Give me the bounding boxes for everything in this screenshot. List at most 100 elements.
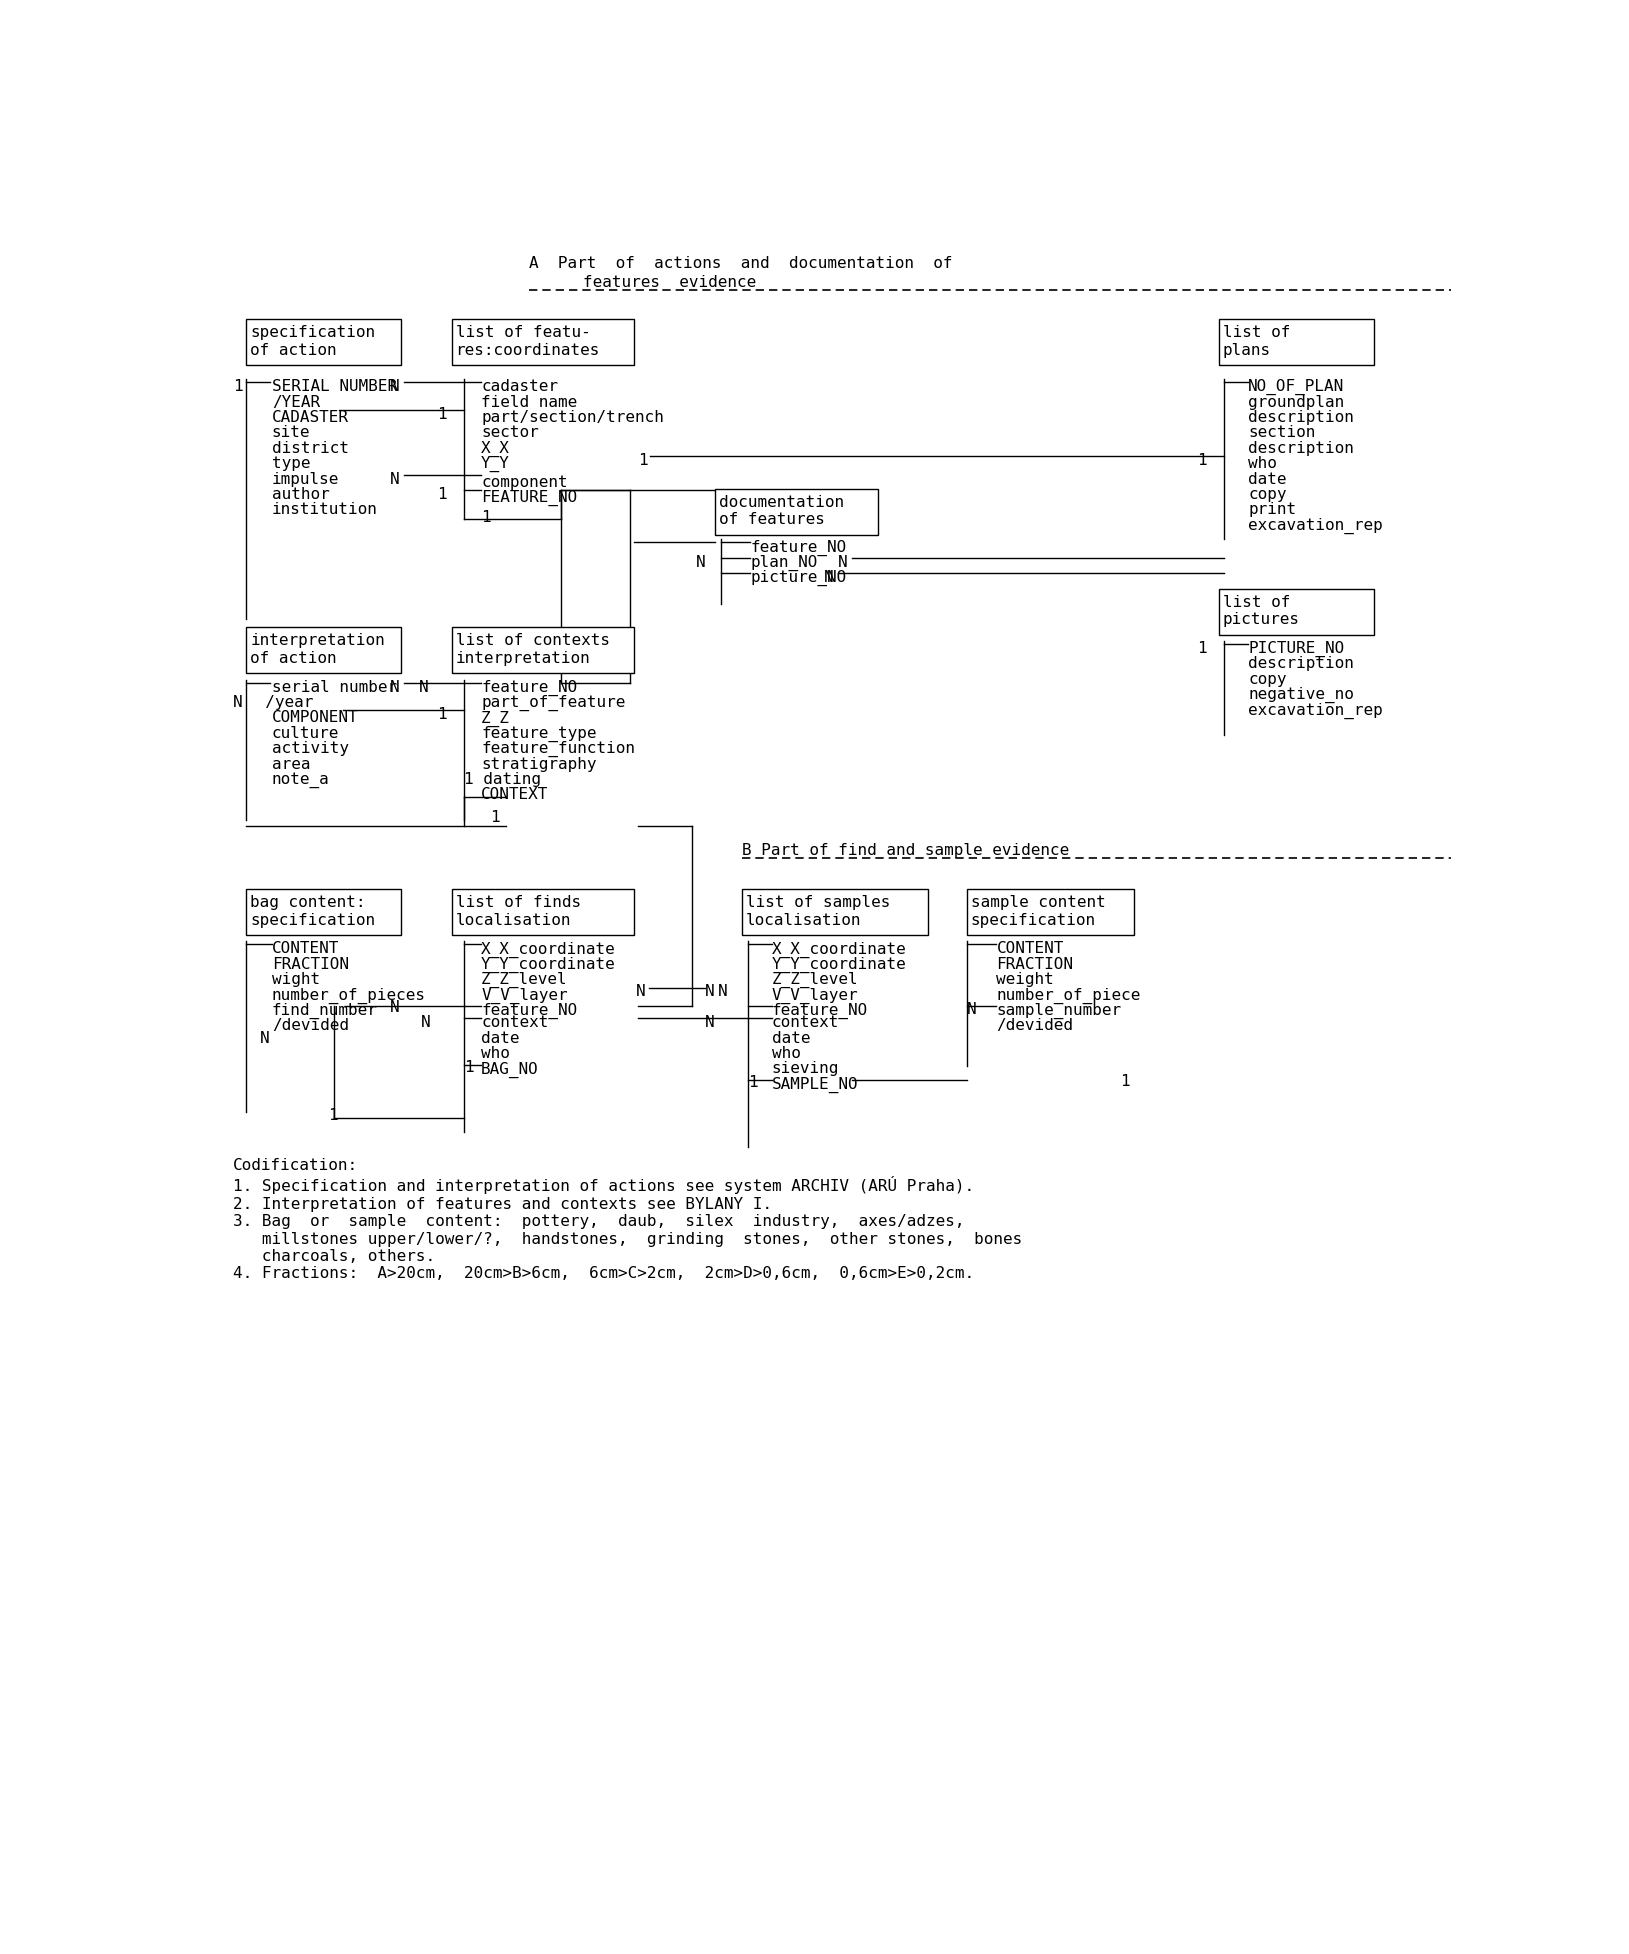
Text: A  Part  of  actions  and  documentation  of: A Part of actions and documentation of bbox=[529, 256, 953, 272]
Text: weight: weight bbox=[997, 973, 1054, 987]
Text: district: district bbox=[272, 442, 349, 455]
Text: 1: 1 bbox=[1197, 453, 1207, 469]
Text: N: N bbox=[420, 1016, 430, 1030]
Text: N: N bbox=[389, 379, 399, 395]
Text: copy: copy bbox=[1248, 487, 1287, 502]
Text: date: date bbox=[772, 1030, 810, 1045]
Text: PICTURE_NO: PICTURE_NO bbox=[1248, 641, 1344, 657]
Text: sector: sector bbox=[481, 426, 539, 440]
Bar bbox=[1218, 319, 1373, 365]
Text: list of finds
localisation: list of finds localisation bbox=[456, 895, 580, 928]
Text: serial number: serial number bbox=[272, 680, 397, 694]
Text: sieving: sieving bbox=[772, 1061, 839, 1077]
Text: X_X_coordinate: X_X_coordinate bbox=[481, 942, 616, 957]
Text: date: date bbox=[1248, 471, 1287, 487]
Text: activity: activity bbox=[272, 741, 349, 756]
Text: N: N bbox=[705, 985, 715, 998]
Text: X_X: X_X bbox=[481, 442, 510, 457]
Text: features  evidence: features evidence bbox=[583, 274, 756, 289]
Text: Codification:
1. Specification and interpretation of actions see system ARCHIV (: Codification: 1. Specification and inter… bbox=[233, 1159, 1023, 1282]
Text: 1: 1 bbox=[490, 811, 500, 825]
Bar bbox=[451, 889, 634, 936]
Bar bbox=[715, 488, 878, 535]
Text: 1: 1 bbox=[233, 379, 243, 395]
Text: institution: institution bbox=[272, 502, 378, 518]
Bar bbox=[743, 889, 929, 936]
Text: feature_function: feature_function bbox=[481, 741, 635, 758]
Text: excavation_rep: excavation_rep bbox=[1248, 703, 1383, 719]
Text: N: N bbox=[635, 985, 645, 998]
Text: cadaster: cadaster bbox=[481, 379, 559, 395]
Text: list of samples
localisation: list of samples localisation bbox=[746, 895, 891, 928]
Text: CADASTER: CADASTER bbox=[272, 410, 349, 426]
Text: impulse: impulse bbox=[272, 471, 339, 487]
Text: N: N bbox=[824, 571, 834, 584]
Text: feature_NO: feature_NO bbox=[481, 680, 577, 696]
Text: sample_number: sample_number bbox=[997, 1002, 1122, 1020]
Text: who: who bbox=[772, 1045, 800, 1061]
Text: V_V_layer: V_V_layer bbox=[772, 987, 858, 1004]
Text: date: date bbox=[481, 1030, 520, 1045]
Text: site: site bbox=[272, 426, 311, 440]
Text: feature_NO: feature_NO bbox=[772, 1002, 868, 1020]
Text: component: component bbox=[481, 475, 567, 490]
Text: specification
of action: specification of action bbox=[251, 324, 375, 358]
Text: section: section bbox=[1248, 426, 1316, 440]
Text: field name: field name bbox=[481, 395, 577, 410]
Bar bbox=[968, 889, 1134, 936]
Text: 1: 1 bbox=[464, 1059, 474, 1075]
Text: N: N bbox=[968, 1002, 977, 1018]
Text: 1: 1 bbox=[1197, 641, 1207, 657]
Text: part_of_feature: part_of_feature bbox=[481, 696, 626, 711]
Text: description: description bbox=[1248, 410, 1354, 426]
Text: N: N bbox=[389, 471, 399, 487]
Text: N: N bbox=[419, 680, 428, 694]
Text: N: N bbox=[389, 680, 399, 694]
Text: note_a: note_a bbox=[272, 772, 329, 787]
Bar bbox=[246, 889, 401, 936]
Text: /devided: /devided bbox=[997, 1018, 1074, 1034]
Text: copy: copy bbox=[1248, 672, 1287, 688]
Text: Y_Y: Y_Y bbox=[481, 455, 510, 473]
Text: SAMPLE_NO: SAMPLE_NO bbox=[772, 1077, 858, 1092]
Text: N: N bbox=[259, 1032, 269, 1047]
Text: Y_Y_coordinate: Y_Y_coordinate bbox=[772, 957, 906, 973]
Text: description: description bbox=[1248, 657, 1354, 672]
Bar bbox=[246, 627, 401, 674]
Text: 1: 1 bbox=[437, 487, 446, 502]
Text: Z_Z: Z_Z bbox=[481, 711, 510, 727]
Text: list of contexts
interpretation: list of contexts interpretation bbox=[456, 633, 609, 666]
Text: 1: 1 bbox=[327, 1108, 337, 1124]
Text: type: type bbox=[272, 455, 311, 471]
Text: Z_Z_level: Z_Z_level bbox=[772, 973, 858, 989]
Text: feature_NO: feature_NO bbox=[749, 539, 845, 555]
Text: description: description bbox=[1248, 442, 1354, 455]
Bar bbox=[1218, 588, 1373, 635]
Text: author: author bbox=[272, 487, 329, 502]
Text: N: N bbox=[837, 555, 847, 571]
Text: FRACTION: FRACTION bbox=[272, 957, 349, 971]
Text: N: N bbox=[696, 555, 705, 571]
Text: context: context bbox=[772, 1016, 839, 1030]
Text: 1: 1 bbox=[748, 1075, 757, 1090]
Text: interpretation
of action: interpretation of action bbox=[251, 633, 384, 666]
Bar bbox=[246, 319, 401, 365]
Text: who: who bbox=[1248, 455, 1277, 471]
Text: 1: 1 bbox=[637, 453, 647, 469]
Text: X_X_coordinate: X_X_coordinate bbox=[772, 942, 906, 957]
Text: print: print bbox=[1248, 502, 1297, 518]
Text: NO_OF_PLAN: NO_OF_PLAN bbox=[1248, 379, 1344, 395]
Text: 1: 1 bbox=[1119, 1075, 1129, 1088]
Text: list of featu-
res:coordinates: list of featu- res:coordinates bbox=[456, 324, 599, 358]
Text: SERIAL NUMBER: SERIAL NUMBER bbox=[272, 379, 397, 395]
Text: 1: 1 bbox=[437, 707, 446, 723]
Text: list of
plans: list of plans bbox=[1223, 324, 1290, 358]
Text: wight: wight bbox=[272, 973, 319, 987]
Text: negative_no: negative_no bbox=[1248, 688, 1354, 703]
Text: context: context bbox=[481, 1016, 549, 1030]
Text: culture: culture bbox=[272, 725, 339, 741]
Text: who: who bbox=[481, 1045, 510, 1061]
Text: sample content
specification: sample content specification bbox=[971, 895, 1106, 928]
Text: COMPONENT: COMPONENT bbox=[272, 711, 358, 725]
Text: excavation_rep: excavation_rep bbox=[1248, 518, 1383, 533]
